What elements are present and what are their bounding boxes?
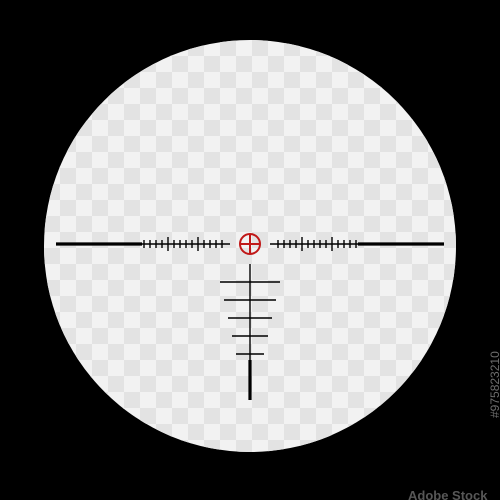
scope-circle [44, 40, 456, 452]
reticle [44, 40, 456, 452]
scope-graphic: #975823210 Adobe Stock [0, 0, 500, 500]
